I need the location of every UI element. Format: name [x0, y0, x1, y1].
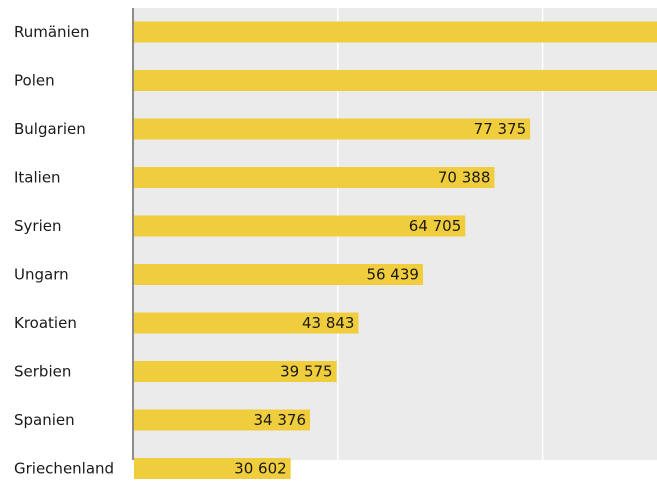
category-label: Serbien [14, 363, 71, 381]
bar-value-label: 56 439 [366, 266, 419, 284]
bar [134, 118, 531, 140]
category-label: Italien [14, 169, 61, 187]
bar [134, 21, 657, 43]
bar-value-label: 34 376 [254, 411, 307, 429]
bar [134, 167, 495, 188]
category-label: Syrien [14, 217, 61, 235]
category-label: Ungarn [14, 266, 69, 284]
category-label: Polen [14, 72, 55, 90]
bar-value-label: 64 705 [409, 217, 462, 235]
bar-value-label: 30 602 [234, 460, 287, 478]
bar [134, 70, 657, 91]
bar [134, 409, 311, 431]
bar [134, 458, 291, 479]
bar [134, 361, 337, 382]
category-label: Rumänien [14, 23, 89, 41]
bar [134, 264, 423, 285]
bar [134, 312, 359, 334]
category-label: Kroatien [14, 314, 77, 332]
bar [134, 215, 466, 237]
category-labels: Rumänien Polen Bulgarien Italien Syrien Ungar… [14, 23, 114, 478]
category-label: Griechenland [14, 460, 114, 478]
bar-value-label: 70 388 [438, 169, 491, 187]
category-label: Spanien [14, 411, 75, 429]
category-label: Bulgarien [14, 120, 86, 138]
bar-value-label: 39 575 [280, 363, 333, 381]
bar-value-label: 77 375 [474, 120, 527, 138]
bar-value-label: 43 843 [302, 314, 355, 332]
